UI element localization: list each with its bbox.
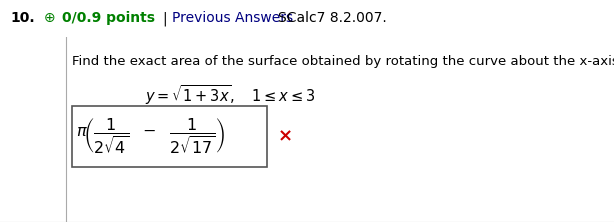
- Text: 0/0.9 points: 0/0.9 points: [62, 11, 155, 25]
- Text: $\pi\!\left(\dfrac{1}{2\sqrt{4}}\ \ -\ \ \dfrac{1}{2\sqrt{17}}\right)$: $\pi\!\left(\dfrac{1}{2\sqrt{4}}\ \ -\ \…: [76, 117, 225, 156]
- Text: |: |: [162, 11, 166, 26]
- Text: Previous Answers: Previous Answers: [172, 11, 293, 25]
- Text: $\mathbf{\times}$: $\mathbf{\times}$: [277, 128, 292, 146]
- Bar: [72, 106, 267, 167]
- Text: ⊕: ⊕: [44, 11, 56, 25]
- Text: Find the exact area of the surface obtained by rotating the curve about the x-ax: Find the exact area of the surface obtai…: [72, 56, 614, 68]
- Text: $y = \sqrt{1 + 3x},\quad 1 \leq x \leq 3$: $y = \sqrt{1 + 3x},\quad 1 \leq x \leq 3…: [145, 83, 316, 107]
- Text: 10.: 10.: [10, 11, 34, 25]
- Text: SCalc7 8.2.007.: SCalc7 8.2.007.: [278, 11, 387, 25]
